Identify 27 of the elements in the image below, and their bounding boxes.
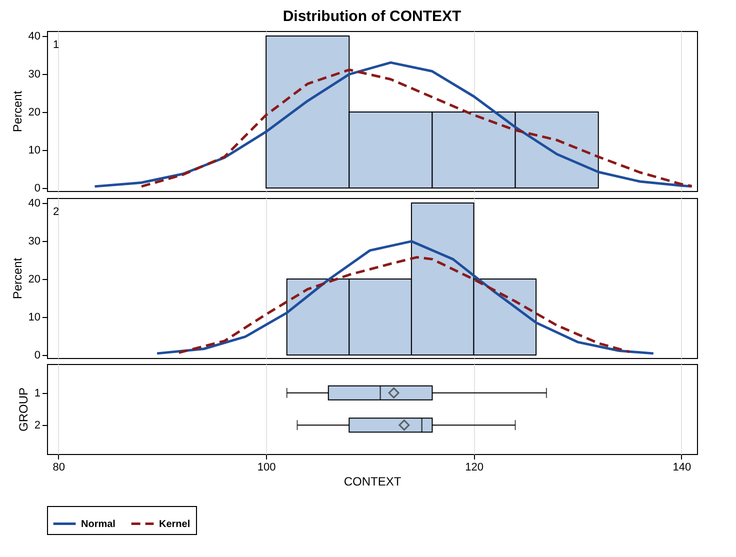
x-axis-title: CONTEXT xyxy=(344,474,402,488)
y-tick-label: 30 xyxy=(28,68,40,80)
y-tick-label: 40 xyxy=(28,30,40,42)
annotation: 2 xyxy=(53,206,60,218)
y-axis-title: Percent xyxy=(10,257,24,300)
y-tick-label: 10 xyxy=(28,144,40,156)
y-axis-title: Percent xyxy=(10,90,24,132)
y-tick-label: 2 xyxy=(34,420,40,432)
x-tick-label: 100 xyxy=(257,462,276,474)
x-tick-label: 140 xyxy=(672,462,692,474)
x-tick-label: 120 xyxy=(465,462,484,474)
line-series xyxy=(178,256,631,354)
y-axis-title: GROUP xyxy=(16,387,30,432)
x-tick-label: 80 xyxy=(52,462,66,474)
y-tick-label: 10 xyxy=(28,311,40,324)
y-tick-label: 40 xyxy=(28,197,40,210)
legend-label: Kernel xyxy=(159,518,190,530)
line-series xyxy=(156,240,655,355)
y-tick-label: 30 xyxy=(28,235,40,248)
y-tick-label: 0 xyxy=(34,349,40,362)
annotation: 1 xyxy=(53,39,60,51)
y-tick-label: 1 xyxy=(34,387,40,400)
y-tick-label: 20 xyxy=(28,273,40,286)
y-tick-label: 0 xyxy=(34,182,40,194)
y-tick-label: 20 xyxy=(28,106,40,118)
chart-title: Distribution of CONTEXT xyxy=(282,8,462,25)
legend-label: Normal xyxy=(81,518,116,530)
